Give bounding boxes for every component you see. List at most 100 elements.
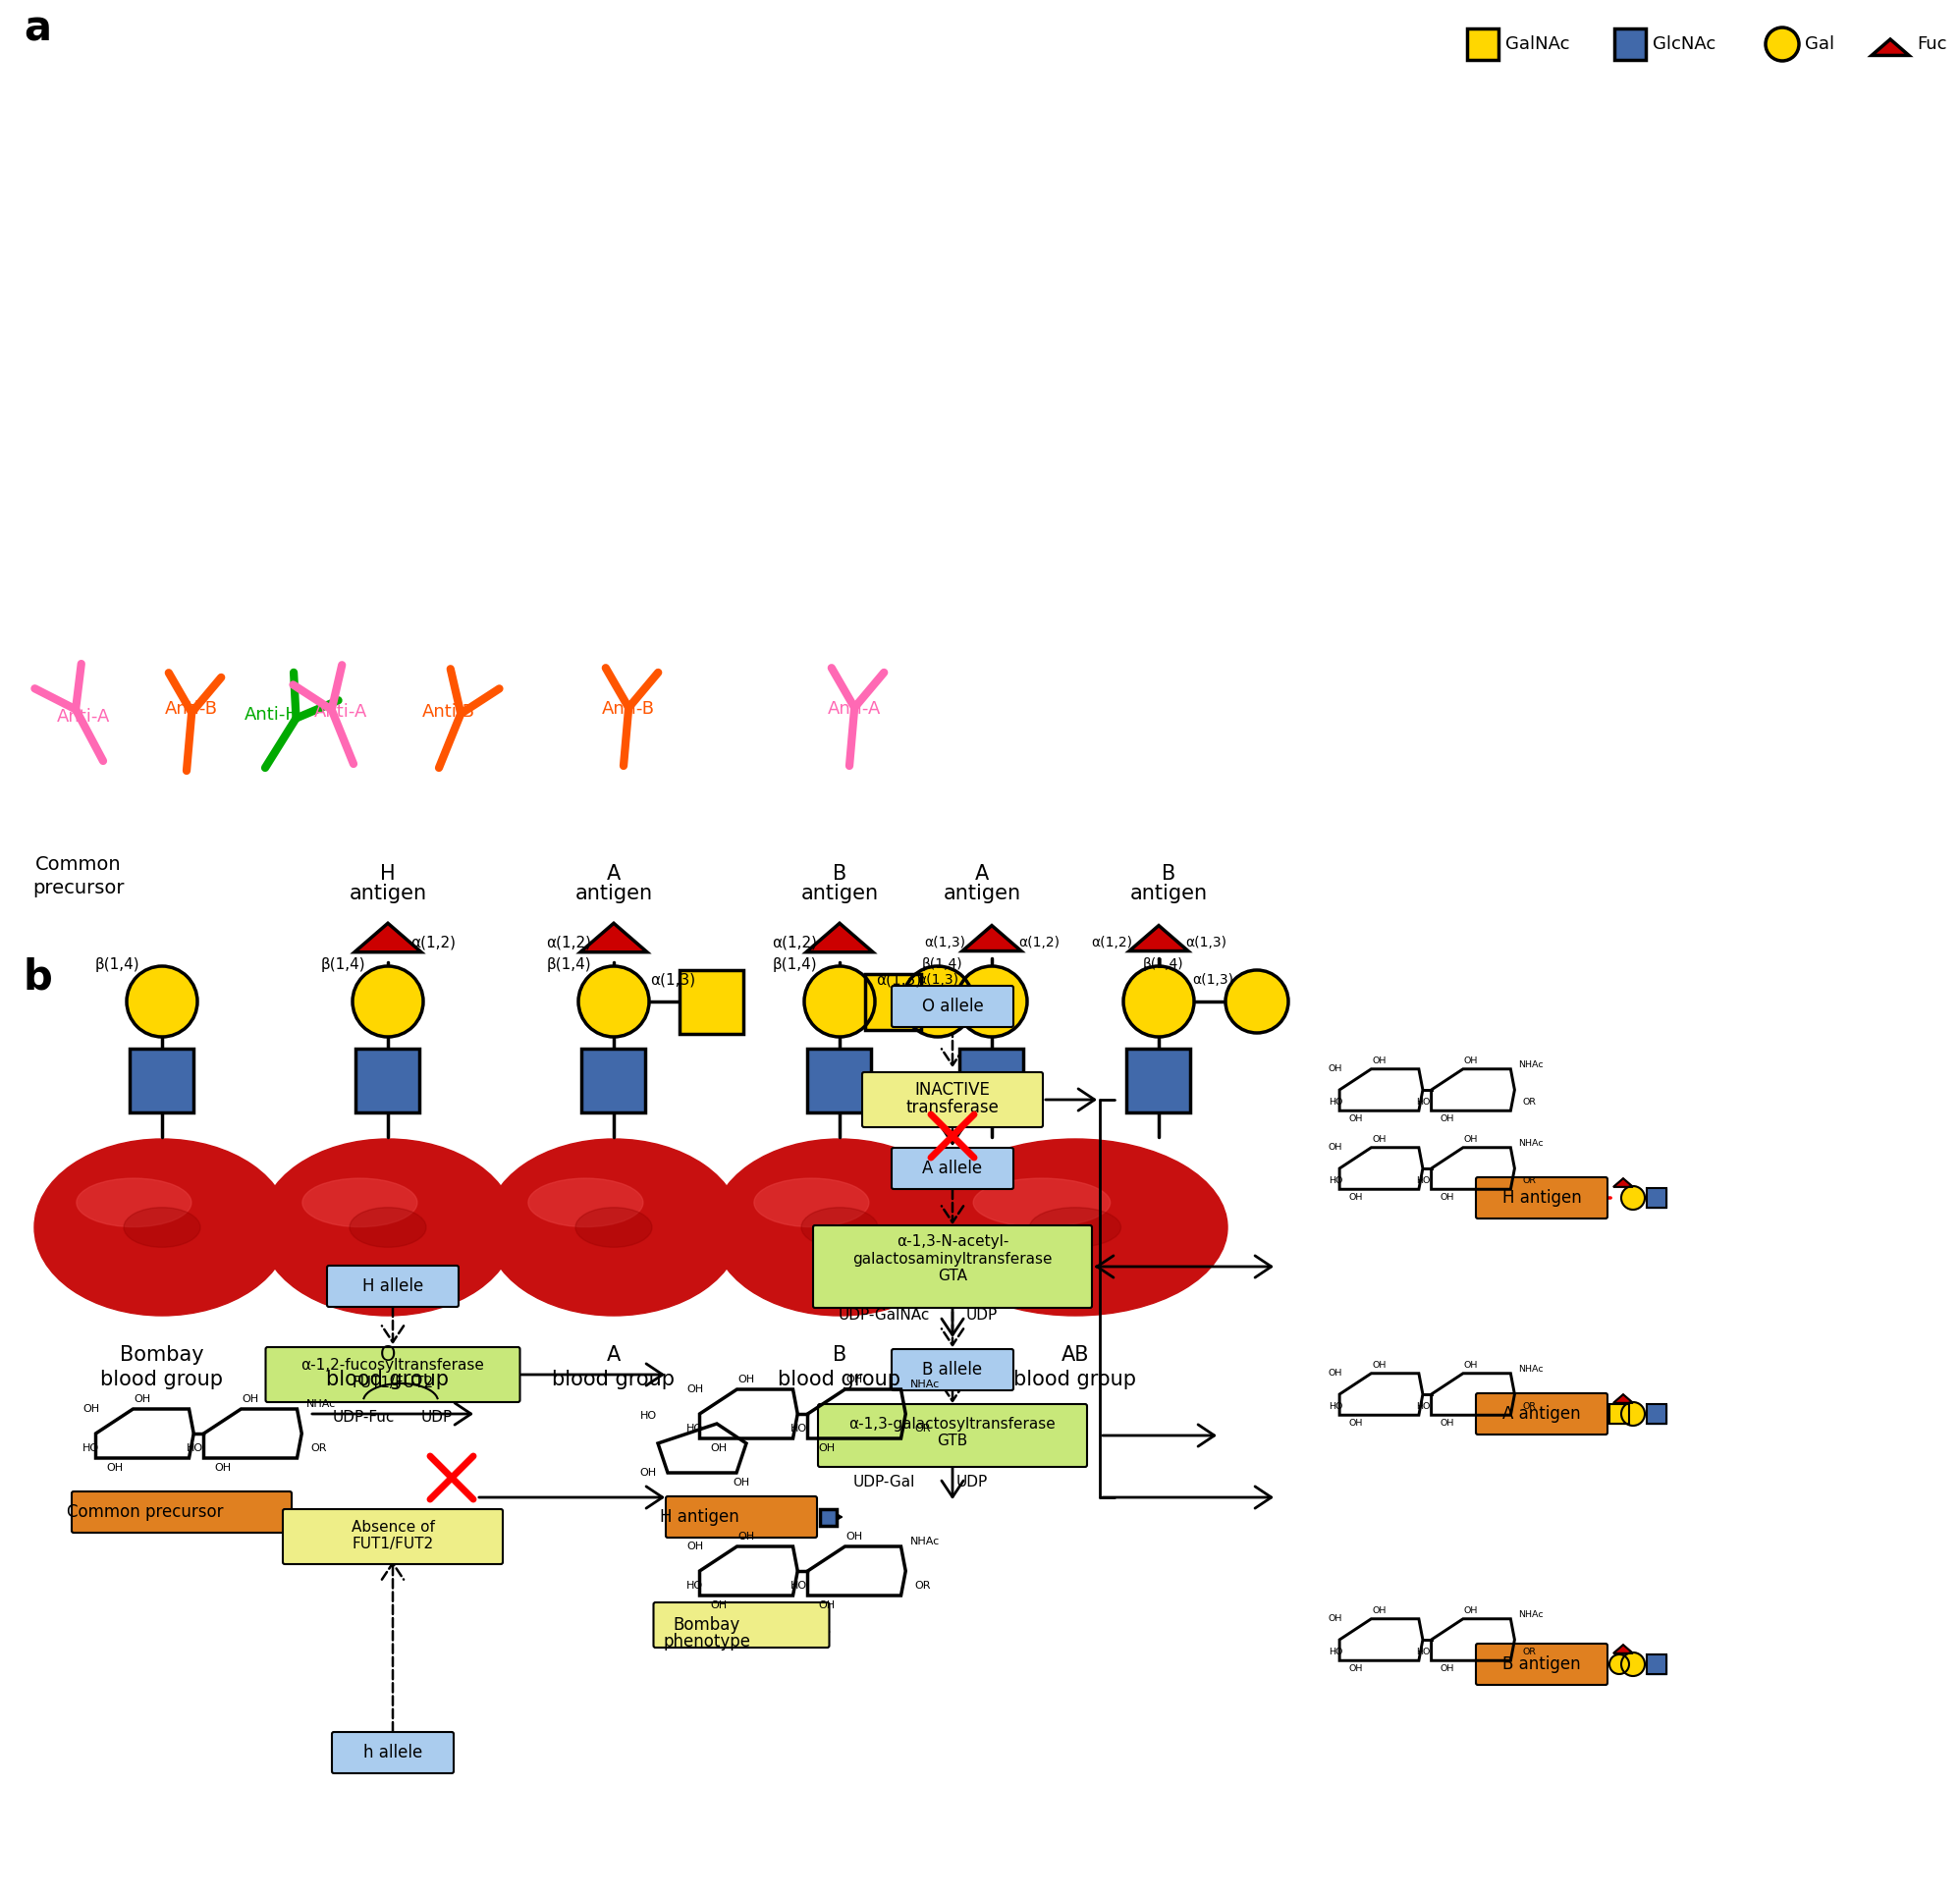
Text: α(1,2): α(1,2): [1019, 936, 1060, 949]
Bar: [1646, 1654, 1666, 1673]
Text: α(1,2): α(1,2): [1092, 936, 1133, 949]
Text: OH: OH: [847, 1374, 862, 1385]
Text: NHAc: NHAc: [1519, 1061, 1544, 1069]
Text: OR: OR: [1523, 1177, 1537, 1186]
Polygon shape: [1613, 1179, 1633, 1186]
Text: UDP-Fuc: UDP-Fuc: [331, 1410, 394, 1425]
Bar: [680, 970, 745, 1033]
Polygon shape: [774, 1503, 798, 1512]
Text: OH: OH: [737, 1531, 755, 1541]
Text: OH: OH: [1329, 1368, 1343, 1378]
Circle shape: [804, 966, 874, 1037]
Text: NHAc: NHAc: [1519, 1139, 1544, 1148]
Text: Anti-B: Anti-B: [421, 703, 474, 720]
Text: Anti-A: Anti-A: [57, 709, 110, 726]
Text: Fuc: Fuc: [1917, 36, 1946, 53]
Polygon shape: [1613, 1645, 1633, 1652]
Text: GlcNAc: GlcNAc: [1652, 36, 1715, 53]
Text: antigen: antigen: [574, 883, 653, 904]
Text: galactosaminyltransferase: galactosaminyltransferase: [853, 1251, 1053, 1266]
Bar: [680, 970, 745, 1033]
FancyBboxPatch shape: [653, 1603, 829, 1647]
Text: OH: OH: [639, 1469, 657, 1478]
Text: UDP-Gal: UDP-Gal: [853, 1474, 915, 1489]
Text: NHAc: NHAc: [306, 1399, 335, 1410]
Bar: [249, 1505, 267, 1520]
Text: α-1,3-N-acetyl-: α-1,3-N-acetyl-: [896, 1236, 1009, 1249]
Text: OH: OH: [1441, 1419, 1454, 1427]
Text: OH: OH: [1464, 1361, 1478, 1370]
Text: OR: OR: [1523, 1097, 1537, 1107]
Text: β(1,4): β(1,4): [1143, 957, 1184, 970]
FancyBboxPatch shape: [892, 985, 1013, 1027]
Bar: [357, 1048, 419, 1112]
Circle shape: [902, 966, 972, 1037]
Text: OH: OH: [1329, 1615, 1343, 1624]
Text: B: B: [833, 864, 847, 883]
FancyBboxPatch shape: [1476, 1177, 1607, 1218]
Text: HO: HO: [686, 1423, 704, 1433]
Circle shape: [956, 966, 1027, 1037]
Text: B antigen: B antigen: [1503, 1656, 1582, 1673]
Text: OH: OH: [737, 1374, 755, 1385]
Text: Anti-A: Anti-A: [827, 699, 880, 718]
Text: blood group: blood group: [1013, 1370, 1137, 1389]
FancyBboxPatch shape: [282, 1508, 504, 1563]
Text: OH: OH: [1348, 1194, 1362, 1201]
Text: UDP: UDP: [421, 1410, 453, 1425]
Text: antigen: antigen: [1129, 883, 1207, 904]
Polygon shape: [355, 923, 421, 951]
FancyBboxPatch shape: [817, 1404, 1088, 1467]
Ellipse shape: [802, 1207, 878, 1247]
Text: β(1,4): β(1,4): [923, 957, 962, 970]
Text: OH: OH: [710, 1601, 727, 1611]
Text: OH: OH: [817, 1444, 835, 1453]
Text: OR: OR: [1523, 1649, 1537, 1656]
Circle shape: [1123, 966, 1194, 1037]
Text: blood group: blood group: [778, 1370, 902, 1389]
Text: OH: OH: [817, 1601, 835, 1611]
Text: OH: OH: [1464, 1056, 1478, 1065]
Text: OH: OH: [847, 1531, 862, 1541]
Bar: [582, 1048, 645, 1112]
Text: phenotype: phenotype: [662, 1633, 751, 1651]
Text: Anti-A: Anti-A: [314, 703, 367, 720]
Circle shape: [782, 1620, 804, 1643]
Text: H antigen: H antigen: [659, 1508, 739, 1525]
Bar: [808, 1048, 872, 1112]
Bar: [1609, 1404, 1629, 1423]
Bar: [866, 974, 921, 1029]
Text: Anti-B: Anti-B: [165, 699, 218, 718]
Text: HO: HO: [82, 1444, 100, 1453]
Text: HO: HO: [1329, 1649, 1343, 1656]
Bar: [821, 1508, 837, 1525]
FancyBboxPatch shape: [892, 1148, 1013, 1188]
Text: GalNAc: GalNAc: [1505, 36, 1570, 53]
Text: HO: HO: [186, 1444, 202, 1453]
Polygon shape: [1613, 1395, 1633, 1402]
FancyBboxPatch shape: [813, 1226, 1092, 1308]
Bar: [809, 1624, 825, 1641]
Ellipse shape: [349, 1207, 425, 1247]
Text: O allele: O allele: [921, 997, 984, 1016]
Bar: [960, 1048, 1023, 1112]
Text: OH: OH: [1372, 1361, 1386, 1370]
Text: OR: OR: [1523, 1402, 1537, 1412]
Circle shape: [1225, 970, 1288, 1033]
Text: α(1,2): α(1,2): [772, 936, 817, 949]
Text: β(1,4): β(1,4): [547, 957, 592, 972]
Text: GTA: GTA: [937, 1270, 966, 1283]
Text: α-1,2-fucosyltransferase: α-1,2-fucosyltransferase: [302, 1357, 484, 1372]
Text: OH: OH: [1464, 1135, 1478, 1143]
Ellipse shape: [1029, 1207, 1121, 1247]
Ellipse shape: [755, 1179, 868, 1226]
Text: OH: OH: [1441, 1664, 1454, 1673]
Text: NHAc: NHAc: [909, 1537, 941, 1546]
Text: A allele: A allele: [923, 1160, 982, 1177]
FancyBboxPatch shape: [666, 1497, 817, 1537]
Ellipse shape: [302, 1179, 417, 1226]
Text: HO: HO: [1329, 1402, 1343, 1412]
Text: OH: OH: [710, 1444, 727, 1453]
Text: OH: OH: [1464, 1607, 1478, 1615]
Text: α-1,3-galactosyltransferase: α-1,3-galactosyltransferase: [849, 1416, 1056, 1431]
